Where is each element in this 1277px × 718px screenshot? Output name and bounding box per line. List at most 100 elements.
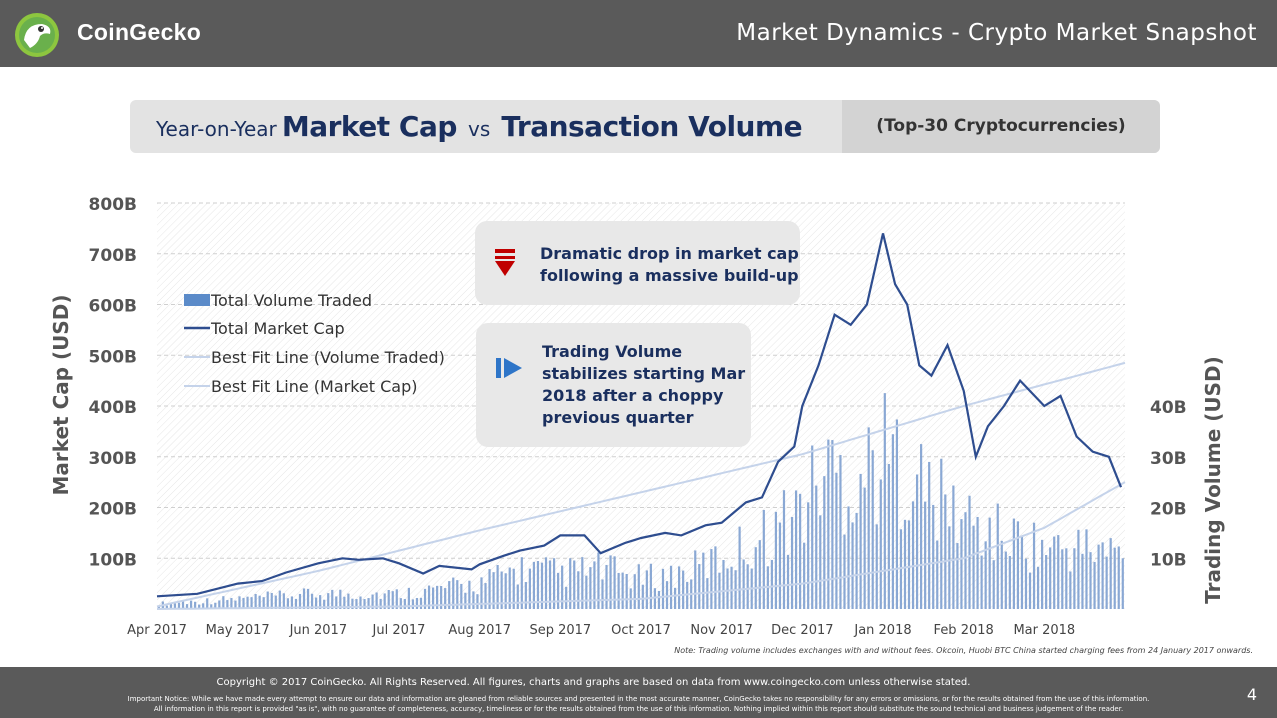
volume-bar <box>347 593 350 609</box>
volume-bar <box>1085 529 1088 609</box>
volume-bar <box>839 455 842 609</box>
volume-bar <box>157 606 160 609</box>
volume-bar <box>952 485 955 609</box>
volume-bar <box>597 552 600 609</box>
volume-bar <box>548 560 552 609</box>
volume-bar <box>847 506 850 609</box>
volume-bar <box>460 583 463 609</box>
volume-bar <box>496 565 499 609</box>
volume-bar <box>573 560 576 609</box>
volume-bar <box>1045 555 1048 609</box>
y-tick-label: 500B <box>89 347 137 367</box>
volume-bar <box>960 519 963 609</box>
volume-bar <box>645 570 648 609</box>
volume-bar <box>653 588 657 609</box>
volume-bar <box>1089 552 1092 609</box>
volume-bar <box>669 565 673 609</box>
volume-bar <box>456 580 459 609</box>
volume-bar <box>601 579 604 609</box>
volume-bar <box>476 594 479 609</box>
volume-bar <box>613 556 616 609</box>
volume-bar <box>1057 535 1060 609</box>
volume-bar <box>827 439 830 609</box>
brand-name: CoinGecko <box>77 19 202 45</box>
volume-bar <box>895 419 899 609</box>
legend-label-cap: Total Market Cap <box>210 319 345 338</box>
legend-label-volume: Total Volume Traded <box>210 291 372 310</box>
volume-bar <box>972 525 975 609</box>
volume-bar <box>395 589 398 609</box>
volume-bar <box>577 571 580 609</box>
volume-bar <box>173 603 177 609</box>
chart-title: Year-on-Year Market Cap vs Transaction V… <box>156 110 803 143</box>
chart-legend: Total Volume Traded Total Market Cap Bes… <box>184 291 445 396</box>
volume-bar <box>633 574 636 609</box>
volume-bar <box>1016 521 1020 609</box>
volume-bar <box>637 564 640 609</box>
volume-bar <box>968 495 971 609</box>
volume-bar <box>504 573 507 609</box>
volume-bar <box>863 487 866 609</box>
volume-bar <box>423 588 427 609</box>
volume-bar <box>948 526 951 609</box>
x-tick-label: Dec 2017 <box>771 623 833 638</box>
volume-bar <box>1032 522 1036 609</box>
volume-bar <box>363 599 366 609</box>
volume-bar <box>484 583 487 609</box>
volume-bar <box>230 597 233 609</box>
volume-bar <box>415 597 419 609</box>
volume-bar <box>673 587 677 609</box>
volume-bar <box>403 599 406 609</box>
volume-bar <box>355 599 358 609</box>
volume-bar <box>544 557 548 609</box>
footer-notice: Important Notice: While we have made eve… <box>0 694 1277 714</box>
volume-bar <box>782 490 786 609</box>
volume-bar <box>492 572 495 609</box>
volume-bar <box>774 511 778 609</box>
volume-bar <box>310 593 314 609</box>
chart-subtitle: (Top-30 Cryptocurrencies) <box>876 116 1126 136</box>
y-tick-label: 400B <box>89 398 137 418</box>
volume-bar <box>557 572 560 609</box>
volume-bar <box>738 526 741 609</box>
title-subtitle-panel: (Top-30 Cryptocurrencies) <box>842 100 1160 153</box>
volume-bar <box>210 604 213 609</box>
volume-bar <box>315 597 318 609</box>
volume-bar <box>1024 558 1028 609</box>
volume-bar <box>811 445 814 609</box>
play-forward-icon <box>496 358 522 378</box>
legend-label-fit-cap: Best Fit Line (Market Cap) <box>211 377 418 396</box>
top-bar: CoinGecko Market Dynamics - Crypto Marke… <box>0 0 1277 67</box>
volume-bar <box>411 599 415 609</box>
callout-drop: Dramatic drop in market cap following a … <box>475 221 800 305</box>
volume-bar <box>746 564 749 609</box>
volume-bar <box>702 552 705 609</box>
volume-bar <box>319 595 322 609</box>
volume-bar <box>605 564 608 609</box>
volume-bar <box>1109 538 1112 609</box>
volume-bar <box>581 557 584 609</box>
volume-bar <box>790 517 794 609</box>
volume-bar <box>367 598 370 609</box>
volume-bar <box>964 512 967 609</box>
volume-bar <box>540 562 544 609</box>
callout-stable-line-2: stabilizes starting Mar <box>542 364 746 383</box>
volume-bar <box>1004 551 1007 609</box>
volume-bar <box>831 440 834 609</box>
volume-bar <box>710 549 713 609</box>
market-cap-line <box>156 233 1123 598</box>
chart-title-box: (Top-30 Cryptocurrencies) Year-on-Year M… <box>130 100 1160 153</box>
y-tick-label: 600B <box>89 297 137 317</box>
volume-bar <box>762 509 765 609</box>
volume-bar <box>924 501 927 609</box>
volume-bar <box>444 588 447 609</box>
volume-bar <box>331 589 334 609</box>
volume-bar <box>911 501 915 609</box>
volume-bar <box>742 559 745 609</box>
volume-bar <box>512 568 515 609</box>
volume-bar <box>1053 536 1056 609</box>
volume-bar <box>234 600 237 609</box>
volume-bar <box>843 534 846 609</box>
volume-bar <box>488 569 491 609</box>
callout-drop-line-1: Dramatic drop in market cap <box>540 244 799 263</box>
